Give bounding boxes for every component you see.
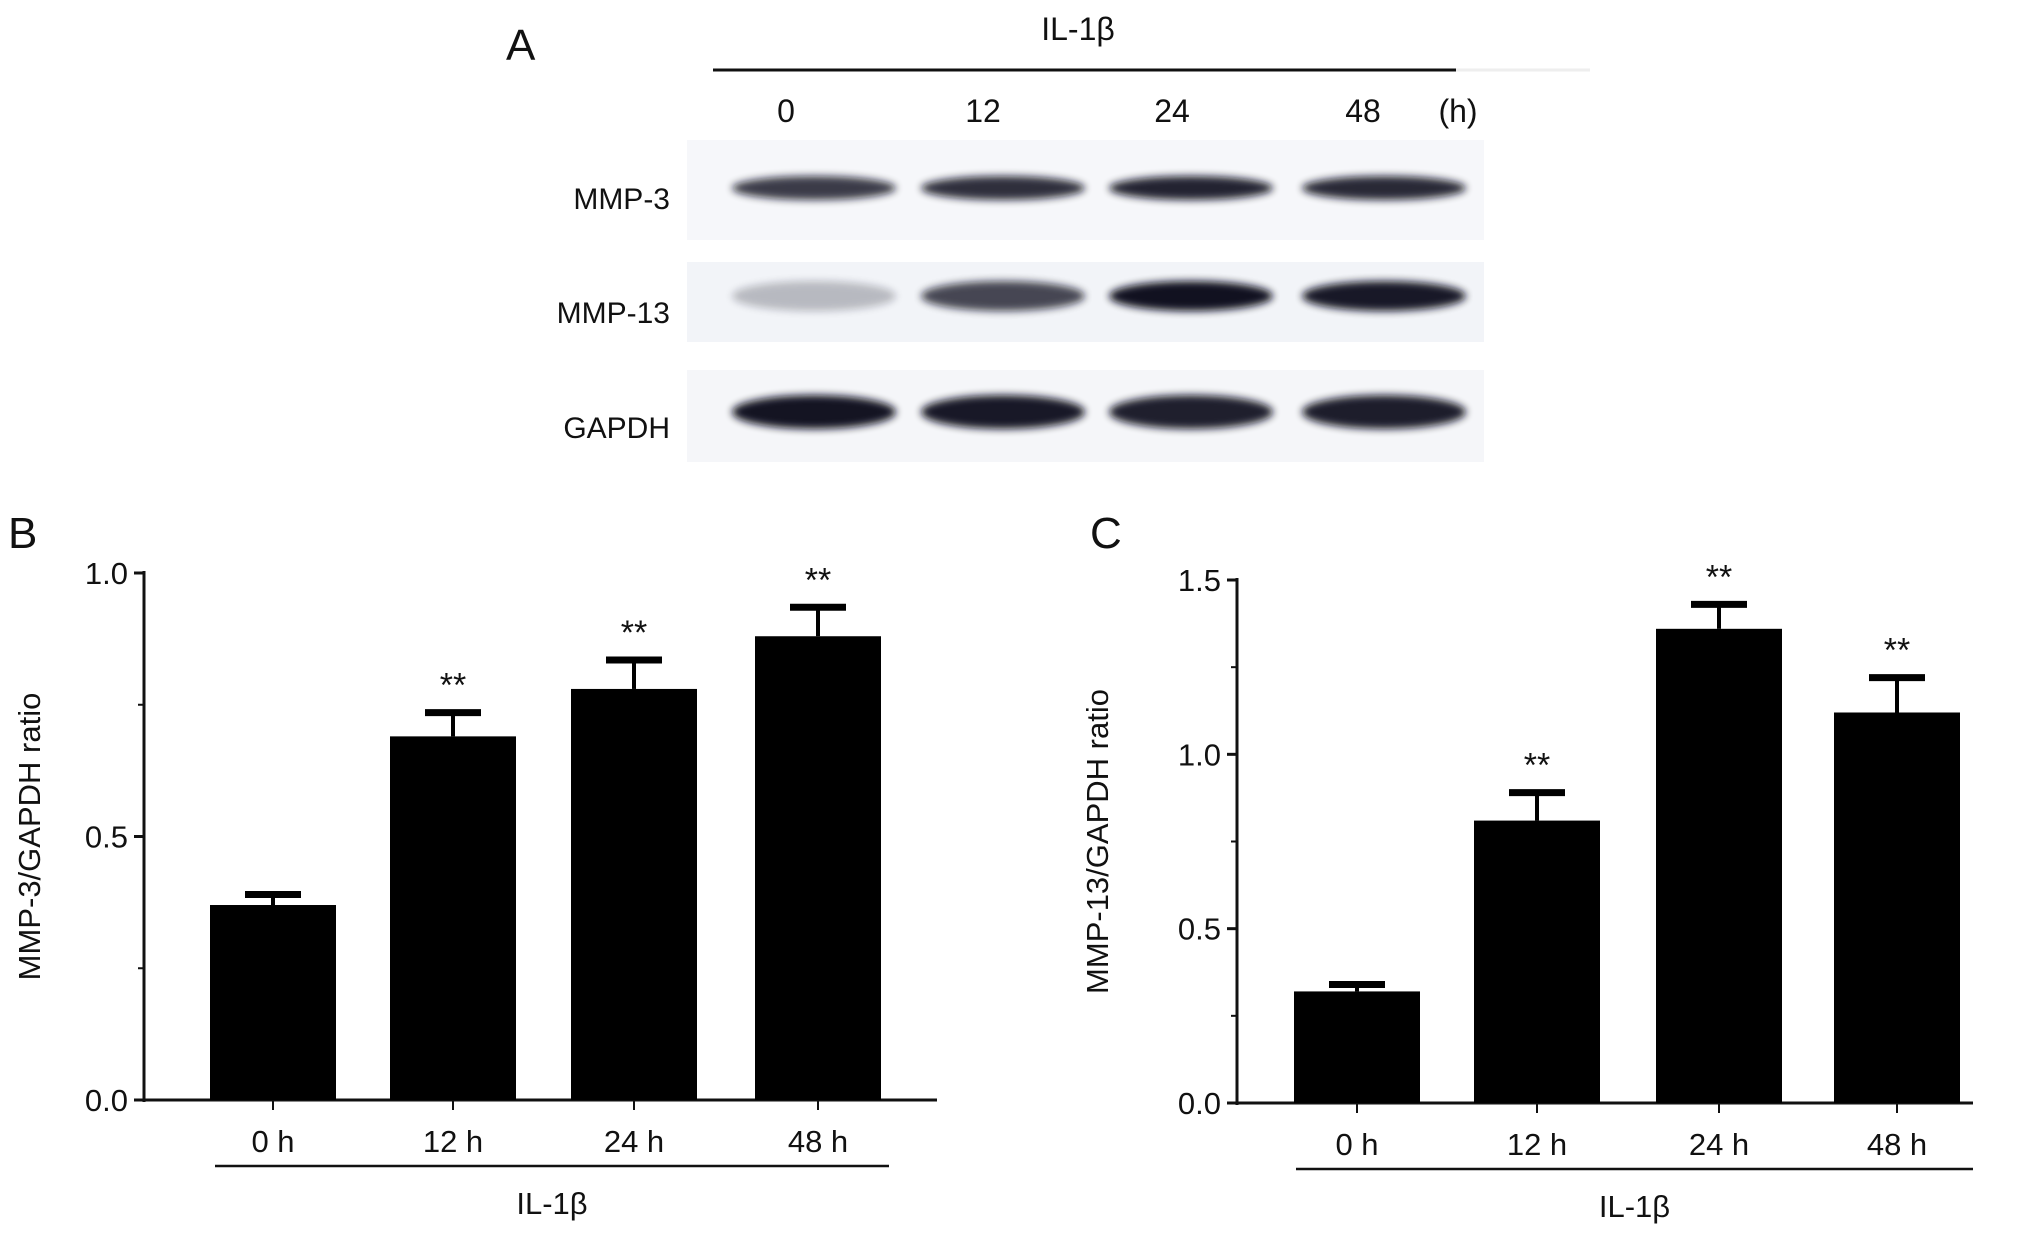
band-mmp13-lane-1 <box>921 281 1085 311</box>
lane-label-0: 0 <box>777 93 795 129</box>
lane-label-48: 48 <box>1345 93 1381 129</box>
band-mmp3-lane-0 <box>732 176 896 200</box>
significance-marker: ** <box>805 561 831 599</box>
bar-24h <box>1656 628 1782 1103</box>
panel-c-chart: C 0.0 0.5 1.0 1.5 MMP-13/GAPDH ratio 0 h ** 12 … <box>1080 509 1973 1224</box>
band-mmp3-lane-2 <box>1109 176 1273 200</box>
bar-48h <box>1834 712 1960 1103</box>
band-gapdh-lane-0 <box>732 395 896 429</box>
x-tick-label: 12 h <box>423 1124 483 1159</box>
lane-label-24: 24 <box>1154 93 1190 129</box>
row-label-gapdh: GAPDH <box>563 412 670 445</box>
panel-b-chart: B 0.0 0.5 1.0 MMP-3/GAPDH ratio 0 h ** 12 h ** 2… <box>8 509 937 1221</box>
band-mmp13-lane-3 <box>1302 281 1466 311</box>
y-axis-label: MMP-3/GAPDH ratio <box>12 693 47 981</box>
significance-marker: ** <box>621 614 647 652</box>
panel-letter-a: A <box>506 21 536 70</box>
y-tick-label: 0.5 <box>1178 912 1221 947</box>
bar-0h <box>210 905 336 1100</box>
band-gapdh-lane-3 <box>1302 395 1466 429</box>
y-tick-label: 1.5 <box>1178 563 1221 598</box>
x-tick-label: 24 h <box>1689 1127 1749 1162</box>
x-tick-label: 12 h <box>1507 1127 1567 1162</box>
significance-marker: ** <box>1524 747 1550 785</box>
x-tick-label: 0 h <box>251 1124 294 1159</box>
bar-24h <box>571 688 697 1100</box>
band-mmp3-lane-3 <box>1302 176 1466 200</box>
y-tick-label: 0.0 <box>85 1083 128 1118</box>
panel-a-western-blot: A IL-1β 0 12 24 48 (h) MMP-3 MMP-13 GAPD… <box>506 11 1590 462</box>
significance-marker: ** <box>1706 558 1732 596</box>
band-mmp13-lane-0 <box>732 281 896 311</box>
y-tick-label: 0.0 <box>1178 1086 1221 1121</box>
x-tick-label: 48 h <box>788 1124 848 1159</box>
x-tick-label: 24 h <box>604 1124 664 1159</box>
band-mmp13-lane-2 <box>1109 281 1273 311</box>
y-tick-label: 1.0 <box>1178 737 1221 772</box>
y-tick-label: 0.5 <box>85 820 128 855</box>
band-mmp3-lane-1 <box>921 176 1085 200</box>
x-axis-label: IL-1β <box>1599 1189 1670 1224</box>
band-gapdh-lane-1 <box>921 395 1085 429</box>
bar-48h <box>755 636 881 1100</box>
x-tick-label: 48 h <box>1867 1127 1927 1162</box>
row-label-mmp13: MMP-13 <box>557 297 670 330</box>
x-axis-label: IL-1β <box>516 1186 587 1221</box>
lane-label-12: 12 <box>965 93 1001 129</box>
row-label-mmp3: MMP-3 <box>573 183 670 216</box>
band-gapdh-lane-2 <box>1109 395 1273 429</box>
bar-0h <box>1294 991 1420 1103</box>
panel-letter-c: C <box>1090 509 1122 558</box>
bar-12h <box>390 736 516 1100</box>
y-tick-label: 1.0 <box>85 556 128 591</box>
lane-unit: (h) <box>1438 93 1477 129</box>
x-tick-label: 0 h <box>1335 1127 1378 1162</box>
panel-letter-b: B <box>8 509 37 558</box>
treatment-label: IL-1β <box>1041 11 1115 47</box>
y-axis-label: MMP-13/GAPDH ratio <box>1080 689 1115 994</box>
significance-marker: ** <box>1884 632 1910 670</box>
bar-12h <box>1474 820 1600 1103</box>
significance-marker: ** <box>440 667 466 705</box>
